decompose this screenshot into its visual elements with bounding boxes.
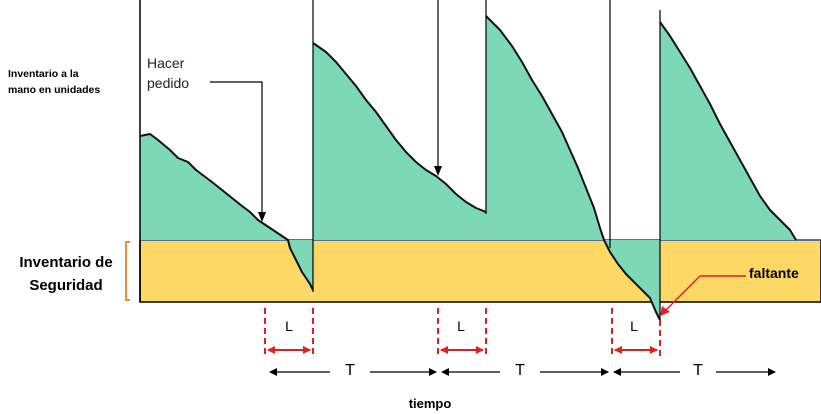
lead-time-marker-2 bbox=[437, 308, 487, 356]
lead-time-marker-1 bbox=[264, 308, 314, 356]
stock-curve-4 bbox=[660, 22, 796, 240]
order-arrowhead-2 bbox=[434, 166, 442, 176]
order-arrowhead-1 bbox=[258, 212, 266, 222]
safety-stock-label-line-1: Inventario de bbox=[19, 254, 113, 271]
stock-curve-2 bbox=[313, 43, 486, 240]
safety-stock-label-line-2: Seguridad bbox=[29, 277, 103, 294]
safety-stock-band bbox=[139, 239, 821, 303]
shortage-arrowhead bbox=[660, 306, 670, 316]
stock-curve-1 bbox=[140, 134, 313, 290]
order-label: Hacer pedido bbox=[147, 53, 189, 93]
lead-time-label-1: L bbox=[285, 318, 293, 334]
stock-outline-3 bbox=[485, 15, 661, 321]
lead-time-marker-3 bbox=[611, 308, 661, 356]
safety-bracket bbox=[125, 241, 130, 301]
x-axis-label: tiempo bbox=[408, 396, 452, 411]
cycle-label-3: T bbox=[693, 362, 703, 379]
order-label-line-1: Hacer bbox=[147, 55, 185, 71]
order-arrow-1 bbox=[210, 81, 263, 214]
lead-time-label-3: L bbox=[630, 318, 638, 334]
cycle-label-1: T bbox=[345, 362, 355, 379]
stock-outline-2 bbox=[312, 42, 487, 213]
order-label-line-2: pedido bbox=[147, 75, 190, 91]
stock-outline-1 bbox=[139, 133, 314, 291]
safety-stock-label: Inventario de Seguridad bbox=[10, 251, 122, 297]
y-axis-label: Inventario a la mano en unidades bbox=[8, 66, 134, 98]
shortage-label: faltante bbox=[749, 265, 799, 281]
shortage-pointer-diag bbox=[663, 275, 701, 313]
y-axis-label-line-2: mano en unidades bbox=[8, 84, 101, 96]
lead-time-label-2: L bbox=[457, 318, 465, 334]
stock-curve-3 bbox=[486, 16, 660, 320]
cycle-label-2: T bbox=[515, 362, 525, 379]
y-axis-label-line-1: Inventario a la bbox=[8, 68, 79, 80]
stock-outline-4 bbox=[659, 21, 797, 241]
